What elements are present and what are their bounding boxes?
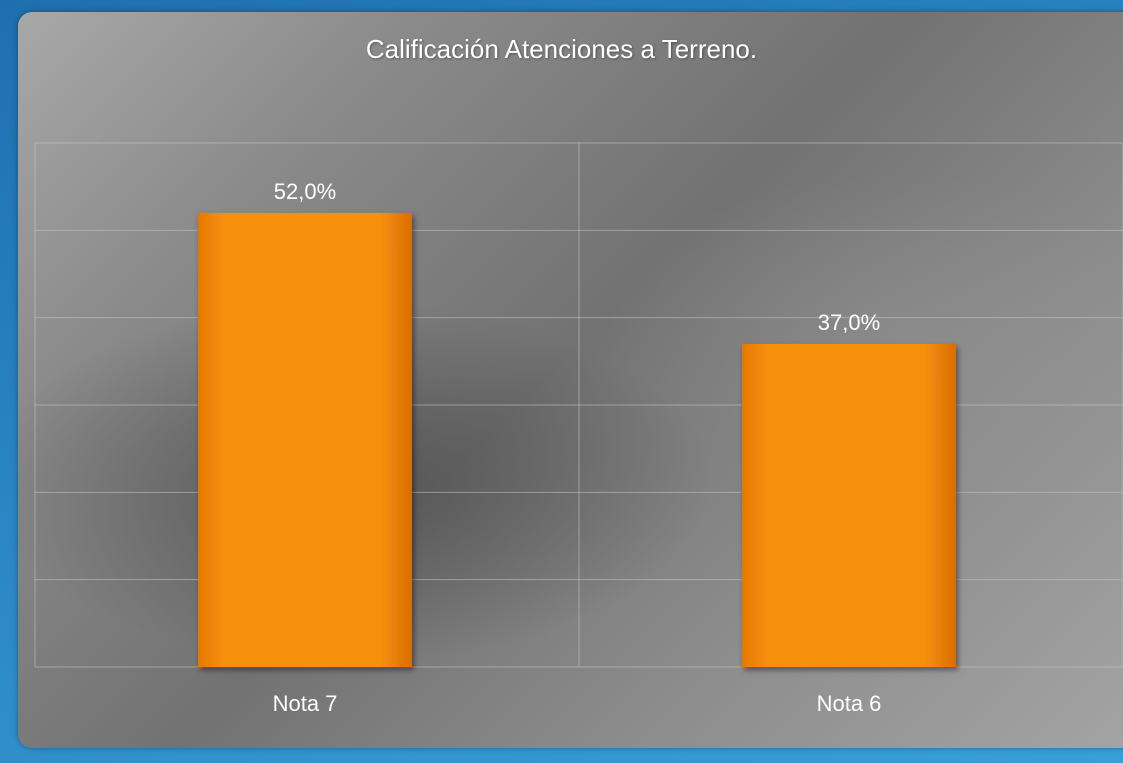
bars [198,212,956,667]
data-label: 52,0% [274,179,336,204]
bar-nota-7 [198,212,412,667]
x-tick-labels: Nota 7 Nota 6 [273,691,882,716]
data-labels: 52,0% 37,0% [274,179,880,335]
chart-title: Calificación Atenciones a Terreno. [365,34,758,64]
bar-nota-6 [742,343,956,667]
x-tick-label: Nota 7 [273,691,338,716]
x-tick-label: Nota 6 [817,691,882,716]
data-label: 37,0% [818,310,880,335]
